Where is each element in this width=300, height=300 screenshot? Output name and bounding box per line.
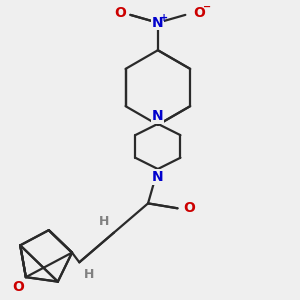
Text: N: N bbox=[152, 109, 164, 123]
Text: H: H bbox=[99, 214, 109, 228]
Text: H: H bbox=[84, 268, 94, 281]
Text: O: O bbox=[183, 201, 195, 215]
Text: O: O bbox=[12, 280, 24, 294]
Text: N: N bbox=[152, 170, 164, 184]
Text: +: + bbox=[160, 13, 168, 23]
Text: O: O bbox=[193, 6, 205, 20]
Text: O: O bbox=[115, 6, 127, 20]
Text: N: N bbox=[152, 16, 164, 30]
Text: −: − bbox=[203, 2, 211, 12]
